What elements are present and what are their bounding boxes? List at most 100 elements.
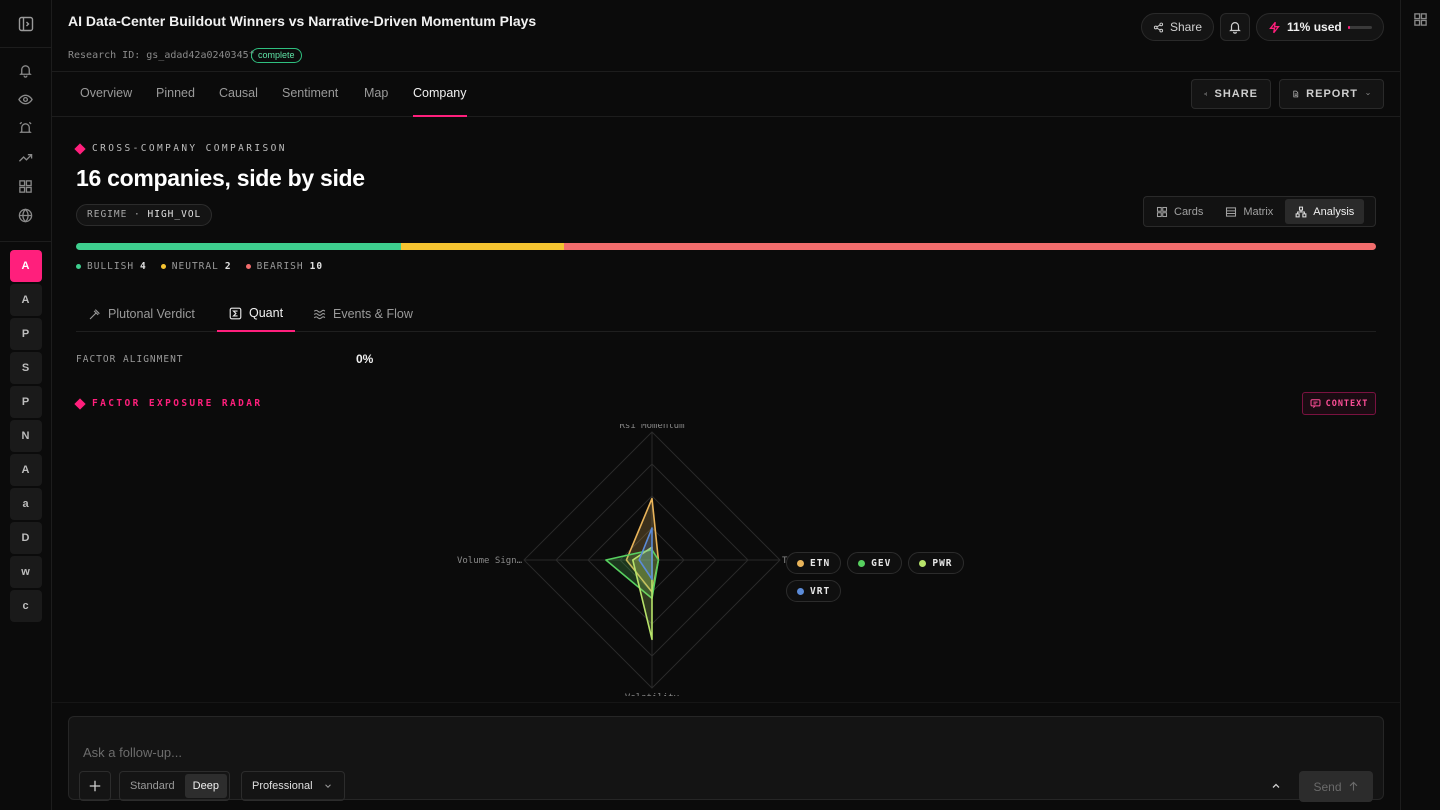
toolbar-share-button[interactable]: SHARE xyxy=(1191,79,1271,109)
legend-label: GEV xyxy=(871,557,892,569)
workspace-item[interactable]: A xyxy=(9,250,42,282)
grid-icon xyxy=(19,180,32,193)
expand-button[interactable] xyxy=(1265,775,1287,797)
report-button[interactable]: REPORT xyxy=(1279,79,1384,109)
regime-value: HIGH_VOL xyxy=(147,209,202,220)
alarm-icon xyxy=(19,121,32,133)
tab-company[interactable]: Company xyxy=(413,72,467,117)
workspace-list: A A P S P N A a D w c xyxy=(0,242,51,622)
trending-up-icon xyxy=(18,154,33,162)
workspace-item[interactable]: N xyxy=(9,420,42,452)
view-analysis-button[interactable]: Analysis xyxy=(1285,199,1365,224)
radar-kicker: FACTOR EXPOSURE RADAR xyxy=(74,397,263,410)
report-label: REPORT xyxy=(1306,88,1359,100)
right-rail xyxy=(1400,0,1440,810)
workspace-item[interactable]: S xyxy=(9,352,42,384)
workspace-item[interactable]: P xyxy=(9,386,42,418)
workspace-item[interactable]: D xyxy=(9,522,42,554)
separator-dot: · xyxy=(238,50,242,61)
notifications-button[interactable] xyxy=(10,56,42,85)
panel-toggle-button[interactable] xyxy=(0,0,51,48)
composer: Standard Deep Professional Send xyxy=(68,716,1384,802)
workspace-item[interactable]: A xyxy=(9,284,42,316)
radar-axis-label: Rsi Momentum xyxy=(619,424,684,431)
legend-count: 4 xyxy=(140,261,147,272)
share-label: Share xyxy=(1169,20,1202,34)
plus-icon xyxy=(89,780,101,792)
research-id: Research ID: gs_adad42a0240345f xyxy=(68,50,255,61)
legend-dot xyxy=(797,559,804,567)
send-label: Send xyxy=(1313,779,1342,794)
share-button[interactable]: Share xyxy=(1141,13,1214,41)
radar-legend-item[interactable]: ETN xyxy=(786,552,842,574)
tab-overview[interactable]: Overview xyxy=(80,86,133,100)
gavel-icon xyxy=(89,308,100,319)
radar-legend-item[interactable]: GEV xyxy=(847,552,903,574)
bearish-segment xyxy=(563,243,1376,250)
status-badge: complete xyxy=(251,48,302,63)
apps-menu-button[interactable] xyxy=(1413,12,1428,32)
follow-up-input[interactable] xyxy=(83,745,983,760)
context-button[interactable]: CONTEXT xyxy=(1302,392,1376,415)
view-cards-button[interactable]: Cards xyxy=(1146,199,1213,224)
workspace-item[interactable]: P xyxy=(9,318,42,350)
legend-dot xyxy=(245,264,251,269)
panel-toggle-icon xyxy=(18,16,33,31)
legend-label: BULLISH xyxy=(87,261,135,272)
view-analysis-label: Analysis xyxy=(1313,205,1355,218)
subtab-verdict[interactable]: Plutonal Verdict xyxy=(76,296,207,332)
mode-deep-button[interactable]: Deep xyxy=(184,774,227,798)
attach-button[interactable] xyxy=(79,771,111,801)
legend-dot xyxy=(160,264,166,269)
tab-bar: Overview Pinned Causal Sentiment Map Com… xyxy=(52,72,1400,117)
legend-label: NEUTRAL xyxy=(171,261,219,272)
workspace-item[interactable]: c xyxy=(9,590,42,622)
chevron-up-icon xyxy=(1272,783,1280,788)
subtab-quant[interactable]: Quant xyxy=(217,296,296,332)
usage-progress-bar xyxy=(1347,25,1372,29)
composer-area: Standard Deep Professional Send xyxy=(52,702,1400,810)
factor-alignment-value: 0% xyxy=(356,352,374,366)
main-panel: AI Data-Center Buildout Winners vs Narra… xyxy=(52,0,1400,810)
context-label: CONTEXT xyxy=(1325,398,1369,409)
usage-meter[interactable]: 11% used xyxy=(1256,13,1384,41)
mode-standard-button[interactable]: Standard xyxy=(130,780,175,792)
subtab-events-flow[interactable]: Events & Flow xyxy=(301,296,425,332)
style-select[interactable]: Professional xyxy=(241,771,345,801)
subtab-label: Quant xyxy=(249,306,284,320)
neutral-segment xyxy=(401,243,564,250)
tab-map[interactable]: Map xyxy=(364,86,389,100)
watch-button[interactable] xyxy=(10,85,42,114)
globe-button[interactable] xyxy=(10,201,42,230)
page-header: AI Data-Center Buildout Winners vs Narra… xyxy=(52,0,1400,72)
kicker-text: CROSS-COMPANY COMPARISON xyxy=(92,143,287,154)
toolbar-share-label: SHARE xyxy=(1214,88,1258,100)
bell-icon xyxy=(1229,22,1241,34)
radar-legend-item[interactable]: VRT xyxy=(786,580,842,602)
tab-pinned[interactable]: Pinned xyxy=(156,86,195,100)
view-switch: Cards Matrix Analysis xyxy=(1143,196,1376,227)
network-icon xyxy=(1295,206,1307,217)
tab-sentiment[interactable]: Sentiment xyxy=(282,86,339,100)
grid-icon xyxy=(1414,13,1427,26)
radar-legend-item[interactable]: PWR xyxy=(908,552,964,574)
send-button[interactable]: Send xyxy=(1299,771,1373,802)
workspace-item[interactable]: w xyxy=(9,556,42,588)
workspace-item[interactable]: A xyxy=(9,454,42,486)
factor-alignment-label: FACTOR ALIGNMENT xyxy=(76,354,184,365)
trends-button[interactable] xyxy=(10,143,42,172)
factor-exposure-radar: Rsi MomentumTrend Stren…VolatilityVolume… xyxy=(457,424,796,696)
apps-button[interactable] xyxy=(10,172,42,201)
section-kicker: CROSS-COMPANY COMPARISON xyxy=(74,142,287,155)
bell-icon xyxy=(19,65,32,78)
alerts-button[interactable] xyxy=(10,114,42,143)
tab-causal[interactable]: Causal xyxy=(219,86,258,100)
workspace-item[interactable]: a xyxy=(9,488,42,520)
depth-toggle: Standard Deep xyxy=(119,771,230,801)
legend-label: ETN xyxy=(810,557,831,569)
legend-label: BEARISH xyxy=(256,261,304,272)
view-matrix-button[interactable]: Matrix xyxy=(1215,199,1283,224)
globe-icon xyxy=(18,208,33,223)
notifications-button[interactable] xyxy=(1220,13,1250,41)
radar-series-vrt[interactable] xyxy=(638,527,653,580)
